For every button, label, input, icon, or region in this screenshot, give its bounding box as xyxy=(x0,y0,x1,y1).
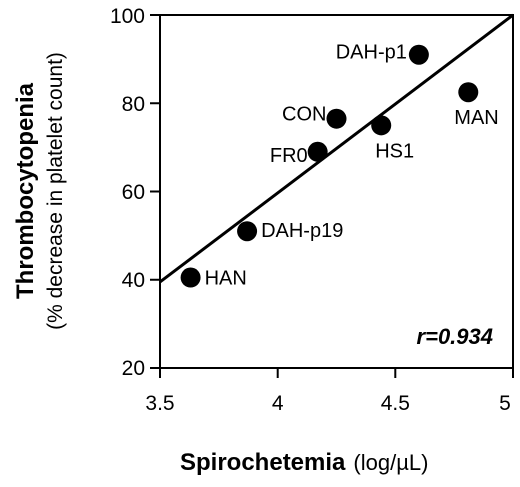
regression-line xyxy=(159,13,514,284)
plot-frame xyxy=(159,14,514,369)
x-tick-label: 4 xyxy=(272,392,284,415)
data-point xyxy=(180,267,201,288)
y-tick-label: 40 xyxy=(122,269,145,292)
point-label: HAN xyxy=(205,268,247,290)
data-point xyxy=(326,108,347,129)
data-points: HAN DAH-p19 FR0 CON HS1 DAH-p1 MAN xyxy=(180,42,499,290)
data-point xyxy=(237,221,258,242)
x-axis-units: (log/µL) xyxy=(353,450,428,475)
point-label: CON xyxy=(282,104,326,126)
y-axis: 20 40 60 80 100 xyxy=(110,5,160,380)
data-point xyxy=(408,44,429,65)
x-axis: 3.5 4 4.5 5 xyxy=(145,368,514,415)
point-label: MAN xyxy=(454,107,498,129)
data-point xyxy=(458,82,479,103)
y-tick-label: 100 xyxy=(110,5,145,28)
x-tick-label: 5 xyxy=(499,392,511,415)
point-label: HS1 xyxy=(375,140,414,162)
x-axis-title: Spirochetemia (log/µL) xyxy=(180,449,428,476)
y-tick-label: 80 xyxy=(122,93,145,116)
point-label: FR0 xyxy=(270,145,308,167)
x-tick-label: 3.5 xyxy=(145,392,174,415)
data-point xyxy=(307,141,328,162)
point-label: DAH-p19 xyxy=(261,220,343,242)
y-tick-label: 60 xyxy=(122,181,145,204)
correlation-annotation: r=0.934 xyxy=(417,324,493,349)
y-axis-label: Thrombocytopenia xyxy=(12,82,39,299)
y-axis-sublabel: (% decrease in platelet count) xyxy=(44,52,67,330)
data-point xyxy=(371,115,392,136)
y-tick-label: 20 xyxy=(122,357,145,380)
x-axis-label: Spirochetemia xyxy=(180,449,346,476)
x-tick-label: 4.5 xyxy=(381,392,410,415)
point-label: DAH-p1 xyxy=(336,42,407,64)
